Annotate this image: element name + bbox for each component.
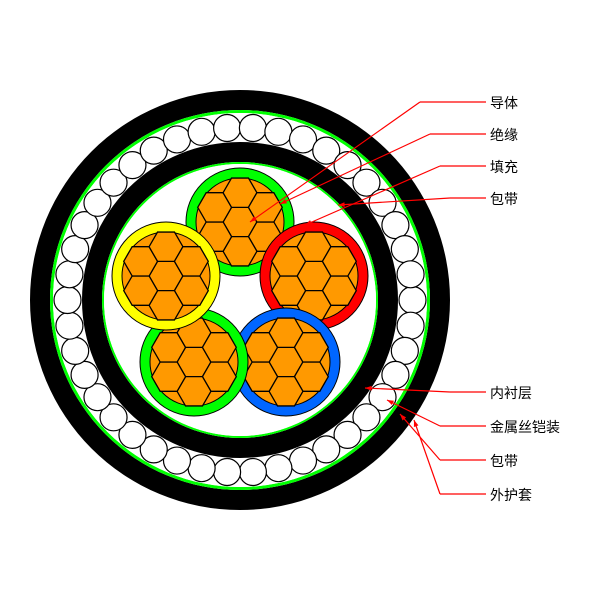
cable-cross-section-diagram [0, 0, 600, 600]
callout-label: 导体 [490, 93, 518, 113]
callout-label: 内衬层 [490, 383, 532, 403]
callout-label: 绝缘 [490, 125, 518, 145]
callout-label: 外护套 [490, 485, 532, 505]
callout-label: 包带 [490, 189, 518, 209]
callout-label: 填充 [490, 157, 518, 177]
callout-label: 包带 [490, 451, 518, 471]
callout-label: 金属丝铠装 [490, 417, 560, 437]
